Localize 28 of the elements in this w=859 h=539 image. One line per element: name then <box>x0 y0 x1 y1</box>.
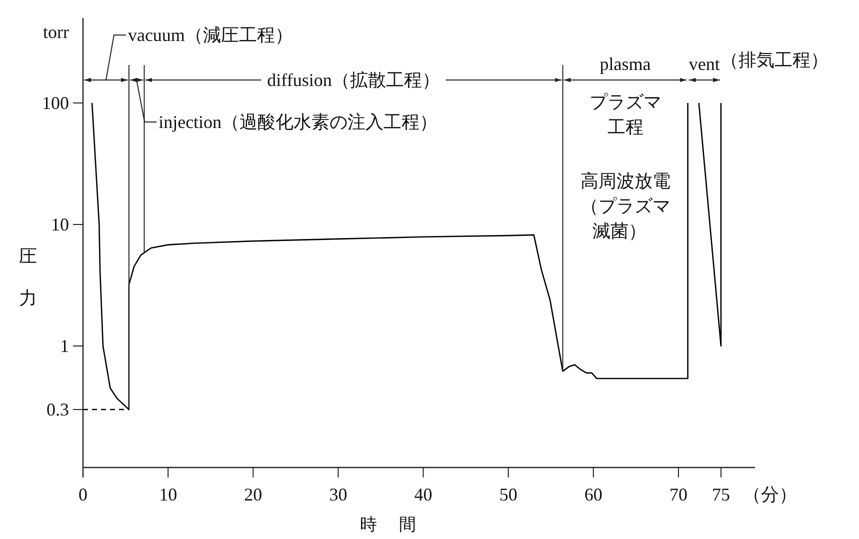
x-tick-label: 30 <box>329 484 348 504</box>
x-tick-label: 60 <box>584 484 602 504</box>
y-tick-label: 0.3 <box>46 400 69 420</box>
annotation: vent <box>688 54 720 74</box>
annotation: diffusion（拡散工程） <box>267 70 440 90</box>
x-tick-label: 20 <box>244 484 262 504</box>
annotation: plasma <box>600 54 651 74</box>
text: torr <box>43 22 69 42</box>
x-tick-label: 40 <box>414 484 432 504</box>
text: （分） <box>742 484 797 504</box>
annotation: 高周波放電 <box>580 171 670 191</box>
x-tick-label: 70 <box>669 484 688 504</box>
x-axis-title: 時間 <box>360 515 438 534</box>
annotation: プラズマ <box>589 92 662 112</box>
text: 圧力 <box>19 246 37 308</box>
x-tick-label: 75 <box>712 484 730 504</box>
x-tick-label: 0 <box>78 484 88 504</box>
y-tick-label: 100 <box>42 92 69 113</box>
annotation: injection（過酸化水素の注入工程） <box>158 112 438 132</box>
annotation: vacuum（減圧工程） <box>128 25 293 45</box>
annotation: 滅菌） <box>592 221 646 241</box>
y-tick-label: 1 <box>60 336 69 356</box>
x-tick-label: 10 <box>159 484 178 504</box>
annotation: （プラズマ <box>580 196 670 216</box>
y-tick-label: 10 <box>51 214 69 234</box>
annotation: 工程 <box>607 117 644 137</box>
annotation: （排気工程） <box>720 50 828 70</box>
x-tick-label: 50 <box>499 484 518 504</box>
